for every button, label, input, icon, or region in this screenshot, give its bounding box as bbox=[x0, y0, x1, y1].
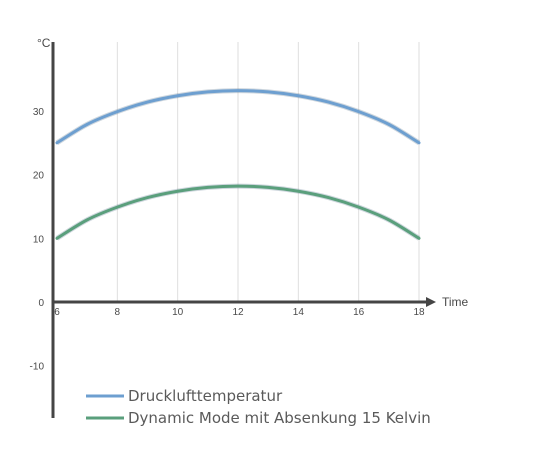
x-tick-label: 14 bbox=[293, 307, 305, 318]
gridlines bbox=[116, 42, 420, 302]
legend-label-2: Dynamic Mode mit Absenkung 15 Kelvin bbox=[128, 409, 431, 427]
axes: °C Time bbox=[37, 36, 469, 418]
x-tick-label: 18 bbox=[413, 307, 425, 318]
x-tick-label: 16 bbox=[353, 307, 365, 318]
x-tick-label: 8 bbox=[115, 307, 121, 318]
y-tick-label: 10 bbox=[33, 234, 45, 245]
y-tick-label: -10 bbox=[30, 362, 45, 373]
x-tick-labels: 6 8 10 12 14 16 18 bbox=[54, 307, 425, 318]
y-tick-label: 20 bbox=[33, 171, 45, 182]
x-axis-arrow-icon bbox=[426, 297, 436, 307]
series-line-1 bbox=[55, 89, 421, 145]
y-tick-label: 30 bbox=[33, 107, 45, 118]
x-axis-label: Time bbox=[442, 295, 469, 309]
x-tick-label: 12 bbox=[232, 307, 244, 318]
legend-label-1: Drucklufttemperatur bbox=[128, 387, 283, 405]
series-lines bbox=[55, 88, 421, 241]
x-tick-label: 6 bbox=[54, 307, 60, 318]
legend: Drucklufttemperatur Dynamic Mode mit Abse… bbox=[86, 387, 431, 427]
y-tick-labels: -10 0 10 20 30 bbox=[30, 107, 45, 373]
y-tick-label: 0 bbox=[38, 298, 44, 309]
y-axis-label: °C bbox=[37, 36, 51, 50]
x-tick-label: 10 bbox=[172, 307, 184, 318]
series-line-2 bbox=[55, 184, 421, 240]
